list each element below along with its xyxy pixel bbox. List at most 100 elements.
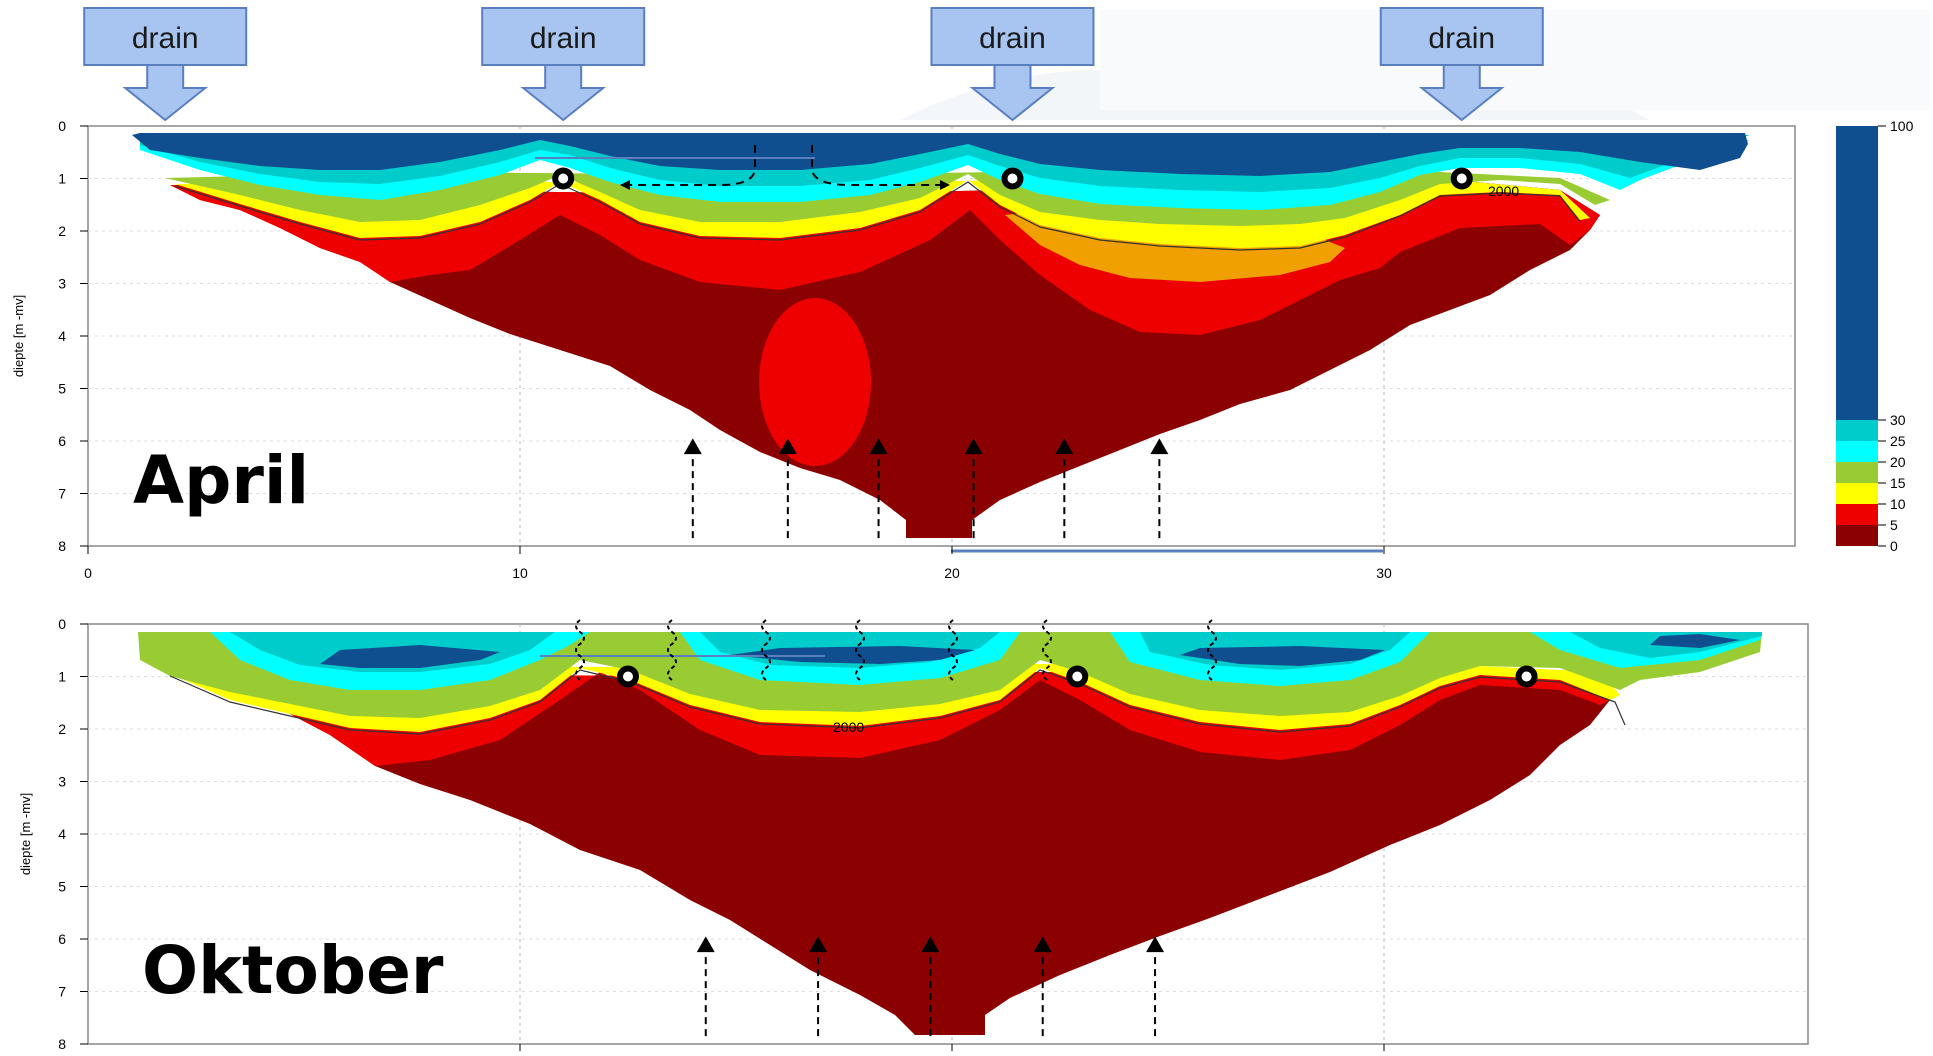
y-tick-label: 1 [58, 669, 66, 685]
y-tick-label: 8 [58, 538, 66, 554]
april-layer-30-100 [132, 133, 1748, 176]
upward-arrow-head [683, 438, 702, 455]
y-tick-label: 5 [58, 879, 66, 895]
evaporation-squiggle [761, 619, 771, 681]
x-tick-label: 30 [1376, 565, 1392, 581]
y-tick-label: 6 [58, 931, 66, 947]
colorbar-tick-label: 5 [1890, 517, 1898, 533]
drain-label: drain [132, 22, 199, 55]
x-tick-label: 0 [84, 565, 92, 581]
observation-point-center [1072, 671, 1083, 682]
april-red-lens [759, 298, 871, 466]
colorbar-tick-label: 0 [1890, 538, 1898, 554]
colorbar: 0 5 10 15 20 25 30 100 [1836, 118, 1914, 554]
y-tick-label: 5 [58, 381, 66, 397]
observation-point-center [623, 671, 633, 682]
upward-arrow-head [964, 438, 983, 455]
april-y-axis-label: diepte [m -mv] [11, 295, 26, 377]
colorbar-tick-label: 20 [1890, 454, 1906, 470]
drain-callout: drain [481, 7, 646, 122]
april-upward-arrows [683, 438, 1169, 539]
drain-box [930, 7, 1095, 66]
evaporation-squiggle [948, 619, 958, 681]
colorbar-band [1836, 441, 1878, 462]
evaporation-squiggle [1042, 619, 1052, 681]
colorbar-tick-label: 30 [1890, 412, 1906, 428]
colorbar-band [1836, 462, 1878, 483]
observation-point-center [1007, 173, 1018, 184]
oktober-y-axis-label: diepte [m -mv] [18, 793, 33, 875]
drain-callouts: drain drain drain drain [83, 7, 1544, 122]
drain-label: drain [979, 22, 1046, 55]
colorbar-band [1836, 504, 1878, 525]
april-x-axis: 0 10 20 30 [84, 546, 1392, 581]
oktober-upward-arrows [696, 936, 1165, 1037]
oktober-contour-line [169, 669, 1626, 735]
evaporation-squiggle [1207, 619, 1217, 681]
drain-callout: drain [930, 7, 1095, 122]
drain-box [83, 7, 248, 66]
oktober-layer-0-5 [180, 670, 1610, 1035]
y-tick-label: 0 [58, 616, 66, 632]
evaporation-squiggle [855, 619, 865, 681]
oktober-evaporation-marks [575, 619, 1217, 681]
x-tick-label: 10 [512, 565, 528, 581]
y-tick-label: 0 [58, 118, 66, 134]
y-tick-label: 1 [58, 171, 66, 187]
y-tick-label: 2 [58, 223, 66, 239]
oktober-panel: 2000 0 1 2 3 4 5 6 7 8 diepte [m -mv] Oktober [18, 616, 1809, 1052]
drain-arrow [969, 64, 1056, 122]
upward-arrow-head [1146, 936, 1165, 953]
y-tick-label: 2 [58, 721, 66, 737]
evaporation-squiggle [575, 619, 585, 681]
y-tick-label: 4 [58, 328, 66, 344]
colorbar-band [1836, 483, 1878, 504]
drain-label: drain [530, 22, 597, 55]
drain-callout: drain [83, 7, 248, 122]
upward-arrow-head [869, 438, 888, 455]
april-panel: 2000 0 1 2 3 4 5 6 7 8 0 10 20 30 diepte [m -mv] Ap… [11, 118, 1796, 581]
april-panel-label: April [133, 442, 309, 519]
oktober-observation-points [617, 665, 1538, 688]
y-tick-label: 8 [58, 1036, 66, 1051]
oktober-panel-label: Oktober [142, 932, 444, 1009]
colorbar-tick-label: 100 [1890, 118, 1914, 134]
colorbar-tick-label: 10 [1890, 496, 1906, 512]
evaporation-squiggle [667, 619, 677, 681]
x-tick-label: 20 [944, 565, 960, 581]
colorbar-tick-label: 15 [1890, 475, 1906, 491]
drain-arrow [520, 64, 607, 122]
y-tick-label: 7 [58, 486, 66, 502]
y-tick-label: 4 [58, 826, 66, 842]
april-observation-points [552, 167, 1473, 190]
april-contour-label: 2000 [1488, 183, 1519, 199]
drain-arrow [122, 64, 209, 122]
colorbar-tick-label: 25 [1890, 433, 1906, 449]
y-tick-label: 3 [58, 774, 66, 790]
colorbar-band [1836, 420, 1878, 441]
drain-box [481, 7, 646, 66]
drain-arrow [1418, 64, 1505, 122]
upward-arrow-head [778, 438, 797, 455]
y-tick-label: 3 [58, 276, 66, 292]
oktober-layer-25-30 [230, 632, 1762, 672]
observation-point-center [558, 173, 569, 184]
april-y-axis: 0 1 2 3 4 5 6 7 8 [58, 118, 88, 554]
upward-arrow-head [696, 936, 715, 953]
upward-arrow-head [921, 936, 940, 953]
observation-point-center [1521, 671, 1532, 682]
upward-arrow-head [809, 936, 828, 953]
drain-box [1379, 7, 1544, 66]
upward-arrow-head [1150, 438, 1169, 455]
y-tick-label: 6 [58, 433, 66, 449]
colorbar-band [1836, 126, 1878, 420]
oktober-y-axis: 0 1 2 3 4 5 6 7 8 [58, 616, 1385, 1052]
upward-arrow-head [1055, 438, 1074, 455]
april-contour-line [174, 181, 1581, 251]
drain-callout: drain [1379, 7, 1544, 122]
y-tick-label: 7 [58, 984, 66, 1000]
drain-label: drain [1428, 22, 1495, 55]
upward-arrow-head [1033, 936, 1052, 953]
observation-point-center [1456, 173, 1467, 184]
